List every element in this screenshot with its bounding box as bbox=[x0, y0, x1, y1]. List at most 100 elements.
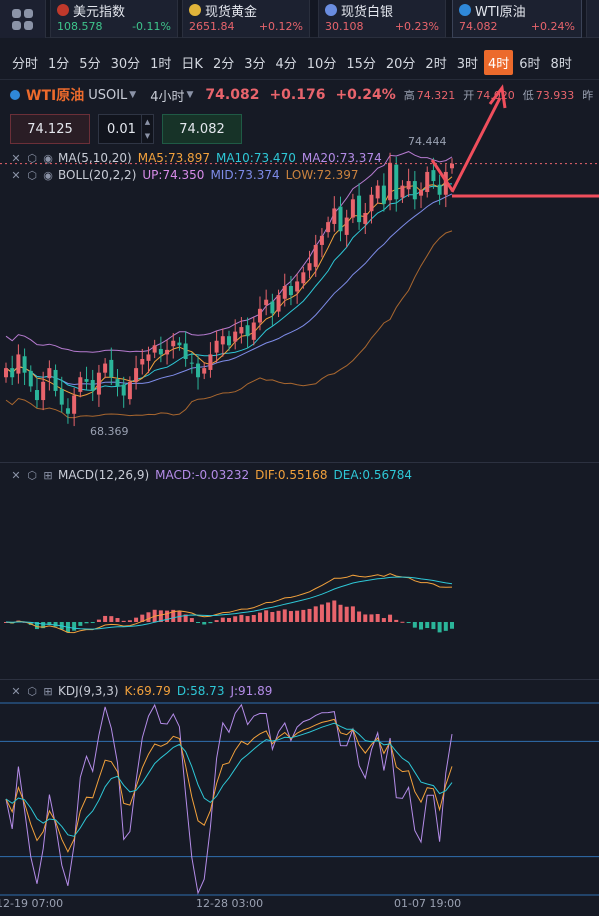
tf-14-active[interactable]: 4时 bbox=[483, 50, 514, 75]
ticker-card-usd-index[interactable]: 美元指数 108.578 -0.11% bbox=[50, 0, 178, 38]
tf-0[interactable]: 分时 bbox=[12, 57, 39, 72]
candle-body bbox=[152, 345, 157, 353]
candle-body bbox=[276, 295, 281, 312]
tf-6[interactable]: 2分 bbox=[212, 57, 235, 72]
d-value: D:58.73 bbox=[176, 684, 225, 698]
close-icon[interactable]: ✕ bbox=[11, 168, 21, 182]
sell-price-button[interactable]: 74.125 bbox=[10, 114, 90, 144]
tf-11[interactable]: 20分 bbox=[385, 57, 416, 72]
open-label: 开 bbox=[463, 89, 475, 102]
j-value: J:91.89 bbox=[230, 684, 273, 698]
chevron-down-icon[interactable]: ▼ bbox=[186, 90, 194, 100]
tf-2[interactable]: 5分 bbox=[79, 57, 101, 72]
tf-7[interactable]: 3分 bbox=[244, 57, 266, 72]
macd-bar bbox=[282, 609, 287, 622]
macd-bar bbox=[350, 606, 355, 622]
macd-bar bbox=[34, 622, 39, 630]
settings-icon[interactable]: ⬡ bbox=[27, 684, 37, 698]
ticker-card-wti[interactable]: WTI原油 74.082 +0.24% bbox=[452, 0, 582, 38]
macd-bar bbox=[406, 622, 411, 624]
settings-icon[interactable]: ⬡ bbox=[27, 468, 37, 482]
ma10-line bbox=[5, 183, 453, 392]
tf-15[interactable]: 6时 bbox=[519, 57, 541, 72]
candle-body bbox=[165, 349, 170, 355]
macd-name: MACD(12,26,9) bbox=[58, 468, 150, 482]
settings-icon[interactable]: ⬡ bbox=[27, 151, 37, 165]
boll-low-value: LOW:72.397 bbox=[285, 168, 359, 182]
macd-bar bbox=[369, 614, 374, 622]
macd-bar bbox=[121, 620, 126, 622]
pane-divider[interactable] bbox=[0, 679, 599, 680]
macd-legend: ✕ ⬡ ⊞ MACD(12,26,9) MACD:-0.03232 DIF:0.… bbox=[10, 467, 418, 483]
macd-bar bbox=[313, 606, 318, 622]
eye-icon[interactable]: ◉ bbox=[43, 168, 53, 182]
candle-body bbox=[41, 381, 46, 401]
quantity-stepper[interactable]: 0.01 ▲ ▼ bbox=[98, 114, 154, 144]
dif-value: DIF:0.55168 bbox=[255, 468, 328, 482]
macd-bar bbox=[127, 620, 132, 622]
chevron-up-icon[interactable]: ▲ bbox=[144, 118, 151, 126]
candle-body bbox=[84, 379, 89, 382]
macd-bar bbox=[288, 611, 293, 622]
settings-icon[interactable]: ⬡ bbox=[27, 168, 37, 182]
macd-bar bbox=[363, 614, 368, 622]
chevron-down-icon[interactable]: ▼ bbox=[144, 132, 151, 140]
kdj-name: KDJ(9,3,3) bbox=[58, 684, 119, 698]
ma20-line bbox=[5, 193, 453, 386]
macd-bar bbox=[72, 622, 77, 631]
candle-body bbox=[34, 390, 39, 401]
chevron-down-icon[interactable]: ▼ bbox=[129, 90, 137, 100]
price-percent: +0.24% bbox=[335, 87, 396, 103]
close-icon[interactable]: ✕ bbox=[11, 684, 21, 698]
dif-line bbox=[5, 573, 453, 634]
tf-16[interactable]: 8时 bbox=[550, 57, 572, 72]
silver-icon bbox=[325, 4, 337, 16]
ticker-card-gold[interactable]: 现货黄金 2651.84 +0.12% bbox=[182, 0, 310, 38]
apps-menu-button[interactable] bbox=[0, 0, 46, 38]
pane-divider[interactable] bbox=[0, 462, 599, 463]
trough-label: 68.369 bbox=[90, 425, 129, 438]
symbol-code[interactable]: USOIL bbox=[88, 87, 128, 103]
macd-bar bbox=[115, 618, 120, 622]
d-line bbox=[5, 722, 453, 837]
tf-5[interactable]: 日K bbox=[181, 57, 203, 72]
candle-body bbox=[121, 384, 126, 396]
tf-12[interactable]: 2时 bbox=[425, 57, 447, 72]
macd-bar bbox=[140, 614, 145, 622]
candle-body bbox=[90, 379, 95, 391]
buy-price-button[interactable]: 74.082 bbox=[162, 114, 242, 144]
quantity-value[interactable]: 0.01 bbox=[107, 121, 136, 137]
tf-8[interactable]: 4分 bbox=[275, 57, 297, 72]
tf-4[interactable]: 1时 bbox=[150, 57, 172, 72]
macd-bar bbox=[53, 622, 58, 627]
candle-body bbox=[65, 408, 70, 414]
tf-9[interactable]: 10分 bbox=[306, 57, 337, 72]
macd-bar bbox=[251, 615, 256, 622]
tf-3[interactable]: 30分 bbox=[110, 57, 141, 72]
tf-1[interactable]: 1分 bbox=[48, 57, 70, 72]
ticker-card-silver[interactable]: 现货白银 30.108 +0.23% bbox=[318, 0, 446, 38]
candle-body bbox=[177, 342, 182, 346]
expand-icon[interactable]: ⊞ bbox=[43, 684, 53, 698]
close-icon[interactable]: ✕ bbox=[11, 151, 21, 165]
period-select[interactable]: 4小时 bbox=[150, 89, 185, 105]
candle-body bbox=[357, 195, 362, 223]
close-icon[interactable]: ✕ bbox=[11, 468, 21, 482]
ticker-card-partial[interactable] bbox=[586, 0, 599, 38]
macd-bar bbox=[84, 622, 89, 624]
tf-13[interactable]: 3时 bbox=[456, 57, 478, 72]
macd-bar bbox=[319, 604, 324, 622]
symbol-dot-icon bbox=[10, 90, 20, 100]
x-axis-date: 01-07 19:00 bbox=[394, 897, 462, 910]
ticker-change: +0.23% bbox=[394, 20, 439, 33]
expand-icon[interactable]: ⊞ bbox=[43, 468, 53, 482]
eye-icon[interactable]: ◉ bbox=[43, 151, 53, 165]
stepper-arrows[interactable]: ▲ ▼ bbox=[141, 115, 153, 143]
tf-10[interactable]: 15分 bbox=[346, 57, 376, 72]
candle-body bbox=[450, 163, 454, 169]
ma5-value: MA5:73.897 bbox=[137, 151, 210, 165]
symbol-name[interactable]: WTI原油 bbox=[26, 88, 85, 104]
ma20-value: MA20:73.374 bbox=[301, 151, 382, 165]
candle-body bbox=[196, 363, 201, 378]
